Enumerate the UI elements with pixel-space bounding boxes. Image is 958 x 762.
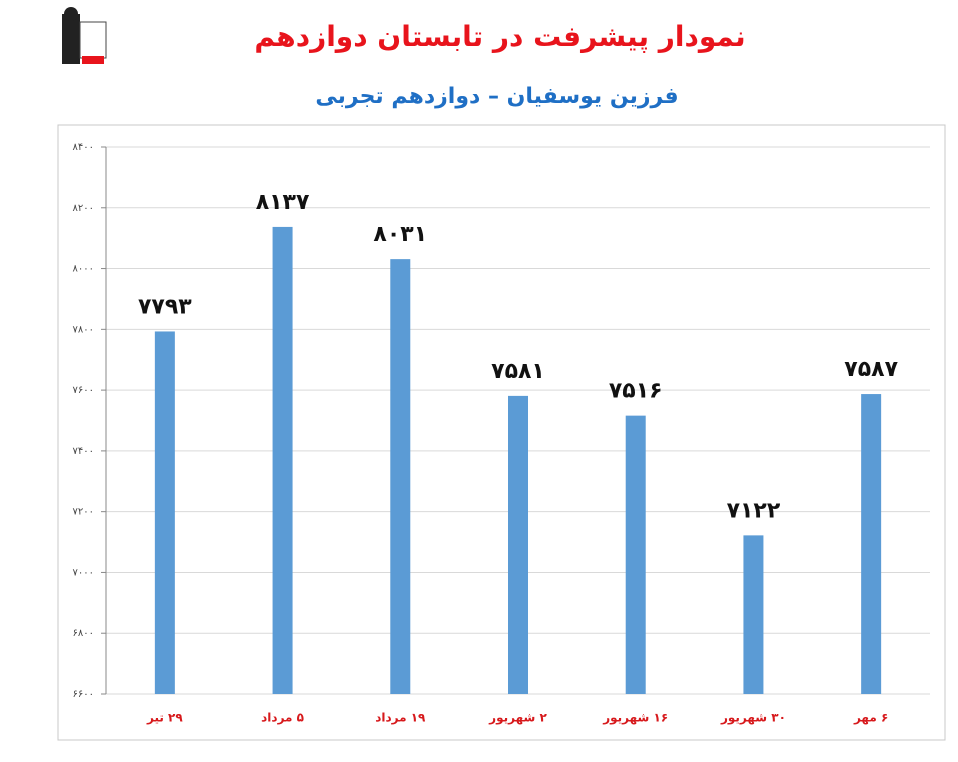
chart-title: نمودار پیشرفت در تابستان دوازدهم [254,20,745,53]
x-tick-label: ۲ شهریور [488,711,547,726]
bar [625,415,646,694]
y-tick-label: ۶۶۰۰ [73,689,94,700]
y-tick-label: ۷۶۰۰ [73,385,94,396]
bar [390,259,411,694]
bar [272,226,293,694]
data-label: ۷۵۸۷ [844,357,898,382]
y-tick-label: ۷۴۰۰ [73,446,94,457]
x-tick-label: ۲۹ تیر [146,711,183,725]
bar [508,395,528,694]
chart-subtitle: فرزین یوسفیان – دوازدهم تجربی [315,84,678,109]
x-tick-label: ۱۶ شهریور [602,711,668,726]
y-tick-label: ۶۸۰۰ [73,628,94,639]
y-tick-label: ۷۲۰۰ [73,507,94,518]
data-label: ۷۷۹۳ [138,294,192,319]
x-tick-label: ۳۰ شهریور [720,711,786,726]
y-tick-label: ۸۴۰۰ [73,142,94,153]
logo [62,7,107,64]
data-label: ۷۵۸۱ [491,359,545,384]
y-tick-label: ۷۸۰۰ [73,324,94,335]
data-label: ۸۰۳۱ [373,222,427,247]
bar [154,331,175,694]
y-tick-label: ۸۰۰۰ [73,264,94,275]
plot-frame [57,124,946,741]
x-tick-label: ۱۹ مرداد [375,711,426,725]
y-tick-label: ۸۲۰۰ [73,203,94,214]
data-label: ۸۱۳۷ [256,190,310,215]
bar [861,394,882,694]
bar [743,535,764,694]
data-label: ۷۱۲۲ [727,498,781,523]
x-tick-label: ۶ مهر [853,711,888,725]
x-tick-label: ۵ مرداد [261,711,304,725]
data-label: ۷۵۱۶ [609,379,663,404]
y-tick-label: ۷۰۰۰ [73,567,94,578]
